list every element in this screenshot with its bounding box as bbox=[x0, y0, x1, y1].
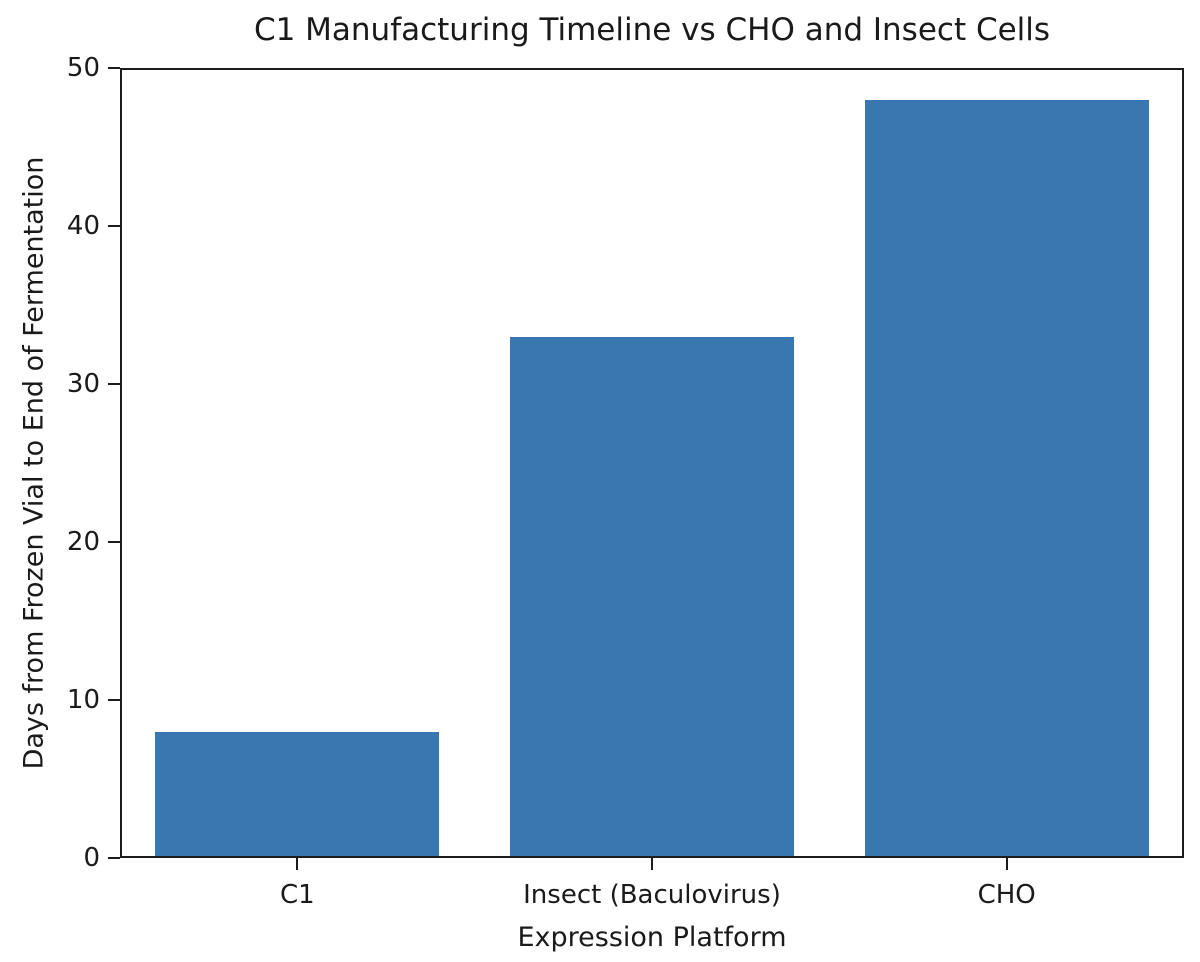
y-tick-label: 40 bbox=[66, 211, 100, 241]
y-tick-mark bbox=[108, 225, 120, 227]
x-tick-label: C1 bbox=[279, 880, 315, 910]
x-tick-mark bbox=[651, 858, 653, 870]
x-tick-label: CHO bbox=[977, 880, 1036, 910]
y-tick-label: 20 bbox=[66, 527, 100, 557]
x-axis-label: Expression Platform bbox=[517, 922, 787, 953]
y-tick-mark bbox=[108, 857, 120, 859]
y-tick-mark bbox=[108, 699, 120, 701]
y-axis-label: Days from Frozen Vial to End of Fermenta… bbox=[18, 156, 50, 770]
x-tick-mark bbox=[1005, 858, 1008, 870]
x-tick-mark bbox=[296, 858, 299, 870]
bar-insect-baculovirus bbox=[510, 336, 794, 858]
y-tick-mark bbox=[108, 67, 120, 69]
bar-c1 bbox=[155, 731, 440, 858]
x-tick-label: Insect (Baculovirus) bbox=[523, 880, 781, 910]
y-tick-label: 10 bbox=[66, 685, 100, 715]
y-tick-mark bbox=[108, 541, 120, 543]
chart-title: C1 Manufacturing Timeline vs CHO and Ins… bbox=[253, 12, 1051, 48]
y-tick-label: 0 bbox=[83, 843, 100, 873]
bar-cho bbox=[864, 99, 1149, 858]
y-tick-label: 30 bbox=[66, 369, 100, 399]
y-tick-label: 50 bbox=[66, 53, 100, 83]
y-tick-mark bbox=[108, 383, 120, 385]
